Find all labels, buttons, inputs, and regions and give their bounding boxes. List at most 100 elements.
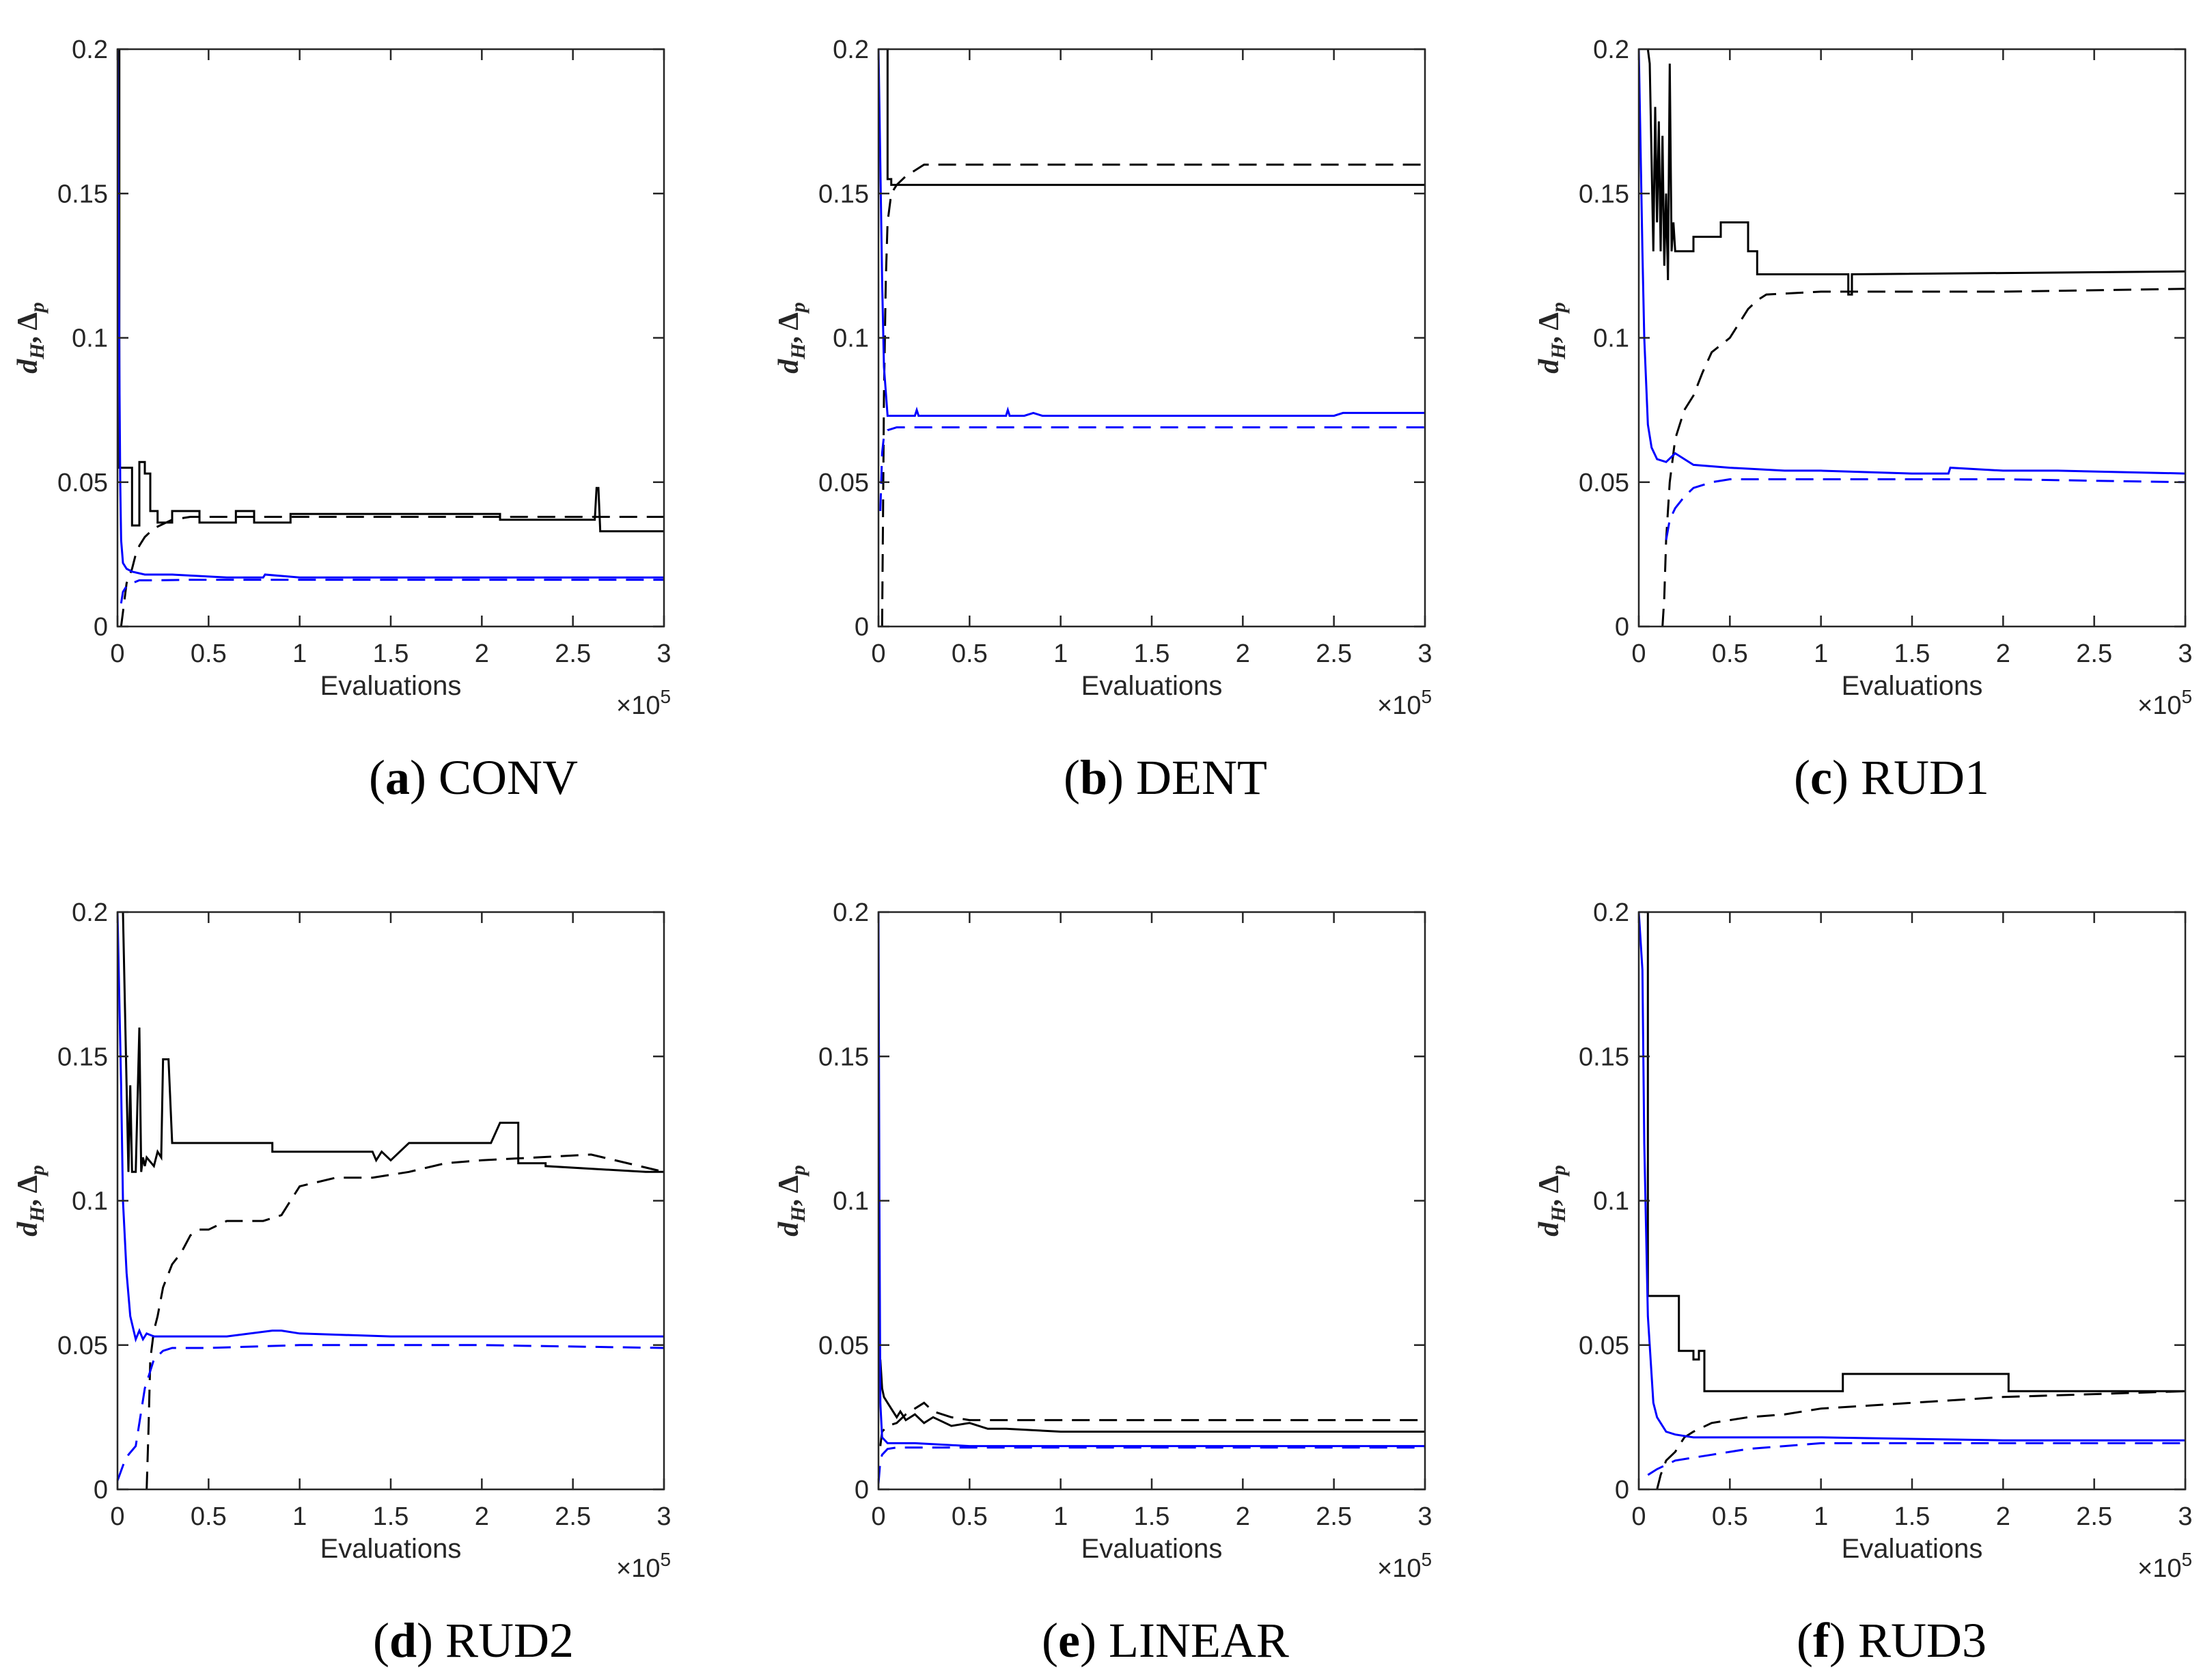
x-tick-label: 0 [871, 639, 885, 668]
series-line-blue-dash [117, 1344, 664, 1481]
caption-tag: e [1058, 1613, 1080, 1668]
series-line-blue-solid [1639, 49, 2185, 475]
x-axis-label: Evaluations [320, 671, 462, 701]
x-tick-label: 0.5 [1712, 639, 1748, 668]
y-tick-label: 0.15 [818, 180, 869, 208]
x-tick-label: 0.5 [191, 639, 227, 668]
x-tick-label: 1 [1814, 639, 1828, 668]
x-exponent-label: ×105 [2137, 1549, 2192, 1583]
series-line-blue-solid [878, 912, 1425, 1448]
y-axis-label: dH, Δp [1534, 302, 1570, 374]
y-axis-label: dH, Δp [1534, 1165, 1570, 1237]
caption-e: (e) LINEAR [1042, 1613, 1289, 1668]
x-tick-label: 3 [1417, 639, 1432, 668]
chart-panel-d: 0 0.05 0.1 0.15 0.2 0 0.5 1 1.5 2 2.5 3 Evaluations ×… [12, 898, 672, 1583]
y-tick-label: 0.05 [57, 1332, 108, 1360]
x-tick-label: 3 [1417, 1502, 1432, 1531]
x-tick-label: 2.5 [555, 1502, 591, 1531]
x-tick-label: 3 [656, 1502, 671, 1531]
x-tick-label: 2 [1236, 1502, 1250, 1531]
y-tick-label: 0.05 [818, 1332, 869, 1360]
y-tick-label: 0.05 [1579, 1332, 1629, 1360]
caption-tag: f [1813, 1613, 1829, 1668]
y-tick-label: 0.1 [1593, 1187, 1629, 1216]
axes-box [877, 48, 1426, 628]
axes-box [1637, 48, 2187, 628]
x-tick-label: 2 [1996, 1502, 2010, 1531]
x-exponent-label: ×105 [616, 686, 671, 720]
y-axis-label: dH, Δp [12, 302, 49, 374]
x-tick-label: 0.5 [191, 1502, 227, 1531]
caption-c: (c) RUD1 [1794, 750, 1989, 805]
x-tick-label: 2 [1236, 639, 1250, 668]
series-line-black-dash [881, 163, 1425, 626]
x-axis-label: Evaluations [320, 1534, 462, 1564]
x-tick-label: 2.5 [555, 639, 591, 668]
plot-area [1639, 912, 2185, 1489]
x-tick-label: 3 [2178, 639, 2192, 668]
y-tick-label: 0.05 [1579, 469, 1629, 497]
caption-name: CONV [438, 750, 578, 805]
chart-panel-e: 0 0.05 0.1 0.15 0.2 0 0.5 1 1.5 2 2.5 3 Evaluations ×… [773, 898, 1432, 1583]
series-line-black-solid [886, 49, 1425, 187]
series-line-blue-dash [1647, 1442, 2185, 1476]
axes-box [1637, 911, 2187, 1491]
y-axis-label: dH, Δp [773, 1165, 809, 1237]
x-tick-label: 0 [110, 639, 124, 668]
y-tick-label: 0.1 [1593, 325, 1629, 353]
x-tick-label: 1 [292, 1502, 307, 1531]
y-tick-label: 0.1 [72, 1187, 108, 1216]
y-tick-label: 0.2 [72, 36, 108, 64]
y-tick-label: 0.15 [57, 1043, 108, 1071]
y-tick-label: 0.2 [833, 898, 869, 927]
x-tick-label: 0 [1631, 639, 1646, 668]
plot-area [1639, 49, 2185, 626]
x-tick-label: 1.5 [1134, 639, 1170, 668]
plot-area [878, 49, 1425, 626]
y-tick-label: 0.2 [833, 36, 869, 64]
series-line-black-dash [120, 516, 664, 626]
chart-panel-a: 0 0.05 0.1 0.15 0.2 0 0.5 1 1.5 2 2.5 3 Evaluations ×… [12, 36, 672, 720]
caption-tag: a [385, 750, 410, 805]
y-tick-label: 0.15 [1579, 180, 1629, 208]
y-tick-label: 0.1 [72, 325, 108, 353]
x-exponent-label: ×105 [2137, 686, 2192, 720]
axes-box [116, 48, 665, 628]
series-line-blue-solid [1639, 912, 2185, 1442]
x-axis-label: Evaluations [1842, 671, 1983, 701]
y-tick-label: 0.1 [833, 1187, 869, 1216]
caption-d: (d) RUD2 [372, 1613, 575, 1668]
y-tick-label: 0 [94, 1476, 108, 1504]
x-tick-label: 2 [475, 1502, 489, 1531]
x-tick-label: 2.5 [2076, 1502, 2112, 1531]
caption-name: RUD1 [1860, 750, 1989, 805]
chart-panel-b: 0 0.05 0.1 0.15 0.2 0 0.5 1 1.5 2 2.5 3 Evaluations ×… [773, 36, 1432, 720]
x-tick-label: 1 [1814, 1502, 1828, 1531]
x-tick-label: 0 [110, 1502, 124, 1531]
series-line-blue-solid [117, 912, 664, 1343]
y-tick-label: 0.05 [818, 469, 869, 497]
x-exponent-label: ×105 [616, 1549, 671, 1583]
y-tick-label: 0.2 [1593, 36, 1629, 64]
x-tick-label: 0.5 [1712, 1502, 1748, 1531]
x-tick-label: 0 [1631, 1502, 1646, 1531]
y-tick-label: 0.05 [57, 469, 108, 497]
series-line-blue-dash [879, 426, 1425, 512]
axes-box [877, 911, 1426, 1491]
series-line-blue-dash [878, 1446, 1425, 1484]
series-line-black-solid [879, 1359, 1425, 1433]
x-tick-label: 0.5 [952, 639, 988, 668]
x-tick-label: 1 [292, 639, 307, 668]
series-line-black-dash [879, 1401, 1425, 1446]
x-tick-label: 0 [871, 1502, 885, 1531]
caption-b: (b) DENT [1064, 750, 1267, 805]
caption-a: (a) CONV [369, 750, 578, 805]
y-axis-label: dH, Δp [773, 302, 809, 374]
series-line-black-solid [1646, 49, 2185, 296]
x-tick-label: 1.5 [1894, 1502, 1930, 1531]
caption-name: RUD2 [445, 1613, 575, 1668]
x-axis-label: Evaluations [1081, 671, 1223, 701]
x-tick-label: 1.5 [373, 1502, 409, 1531]
x-exponent-label: ×105 [1377, 686, 1432, 720]
